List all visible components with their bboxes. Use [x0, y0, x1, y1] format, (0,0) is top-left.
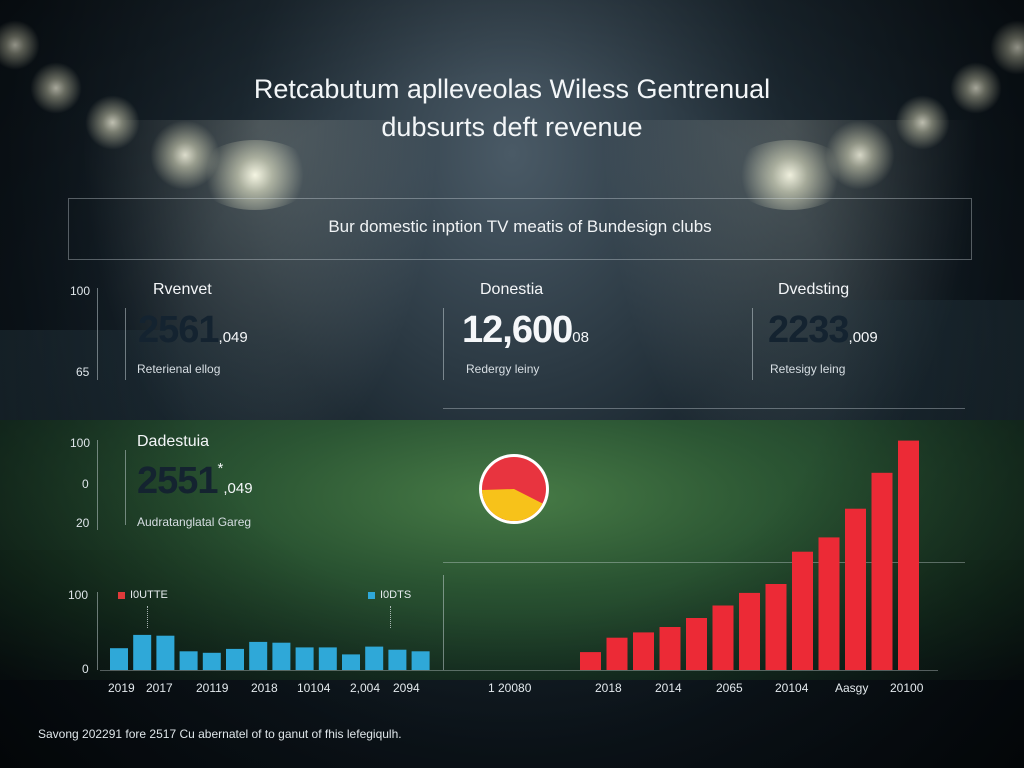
- mid-label: Dadestuia: [137, 433, 210, 450]
- bar-y-tick-bottom: 0: [82, 662, 89, 676]
- kpi-separator: [443, 408, 965, 409]
- kpi-divider-2: [443, 308, 444, 380]
- blue-x-label-6: 2094: [393, 681, 420, 695]
- mid-value: 2551* ,049: [137, 460, 253, 503]
- kpi-axis-top: 100: [70, 284, 91, 298]
- blue-bar-8: [295, 647, 314, 670]
- kpi-value-revenue: 2561,049: [138, 309, 248, 352]
- blue-x-label-3: 2018: [251, 681, 278, 695]
- mid-axis-line: [97, 440, 98, 530]
- kpi-value-revenue-suffix: ,049: [218, 329, 248, 346]
- legend-label-blue: I0DTS: [380, 589, 412, 601]
- blue-x-label-1: 2017: [146, 681, 173, 695]
- red-bar-12: [898, 440, 919, 670]
- blue-bar-10: [342, 654, 360, 670]
- kpi-label-domestic: Donestia: [480, 281, 544, 298]
- red-bar-4: [686, 618, 707, 670]
- pie-slice-yellow: [482, 489, 543, 521]
- bar-y-tick-top: 100: [68, 588, 89, 602]
- kpi-value-dvedsting-main: 2233: [768, 309, 850, 351]
- title-line-1: Retcabutum aplleveolas Wiless Gentrenual: [253, 74, 771, 104]
- kpi-label-dvedsting: Dvedsting: [778, 281, 850, 298]
- red-bar-0: [580, 652, 601, 670]
- mid-divider: [125, 450, 126, 525]
- subtitle-box: Bur domestic inption TV meatis of Bundes…: [68, 198, 972, 260]
- blue-bar-9: [318, 647, 337, 670]
- legend-dotted-leader-blue: [390, 606, 391, 628]
- mid-caption: Audratanglatal Gareg: [137, 515, 252, 529]
- mid-value-main: 2551: [137, 460, 219, 502]
- x-axis-baseline: [100, 670, 938, 671]
- subtitle: Bur domestic inption TV meatis of Bundes…: [328, 217, 712, 236]
- blue-bar-3: [179, 651, 198, 670]
- kpi-value-domestic: 12,60008: [462, 309, 589, 352]
- kpi-value-dvedsting: 2233,009: [768, 309, 878, 352]
- legend-item-red: I0UTTE: [118, 589, 168, 601]
- right-chart-axis: [443, 575, 444, 670]
- pie-chart: [479, 454, 549, 524]
- chart-separator: [443, 562, 965, 563]
- kpi-value-dvedsting-suffix: ,009: [848, 329, 878, 346]
- red-bar-8: [792, 551, 813, 670]
- legend-dotted-leader-red: [147, 606, 148, 628]
- red-bar-1: [606, 637, 628, 670]
- blue-bar-4: [202, 652, 221, 670]
- red-bar-11: [871, 472, 893, 670]
- kpi-divider-1: [125, 308, 126, 380]
- blue-bar-11: [365, 646, 384, 670]
- kpi-caption-dvedsting: Retesigy leing: [770, 362, 846, 376]
- red-x-label-2: 2014: [655, 681, 682, 695]
- legend-swatch-blue: [368, 591, 375, 599]
- red-x-label-1: 2018: [595, 681, 622, 695]
- blue-x-label-2: 20119: [196, 681, 229, 695]
- footnote: Savong 202291 fore 2517 Cu abernatel of …: [38, 727, 402, 741]
- blue-bar-13: [411, 651, 430, 670]
- title-line-2: dubsurts deft revenue: [381, 112, 643, 142]
- kpi-value-revenue-main: 2561: [138, 309, 220, 351]
- legend-label-red: I0UTTE: [130, 589, 168, 601]
- page-title: Retcabutum aplleveolas Wiless Gentrenual…: [0, 70, 1024, 146]
- red-bar-2: [633, 632, 654, 670]
- blue-bar-5: [226, 648, 244, 670]
- blue-bar-chart: [110, 634, 430, 670]
- mid-axis-tick-0: 100: [70, 436, 91, 450]
- mid-axis-tick-1: 0: [82, 477, 89, 491]
- kpi-value-domestic-suffix: 08: [572, 329, 589, 346]
- kpi-divider-3: [752, 308, 753, 380]
- blue-bar-6: [249, 641, 268, 670]
- red-bar-6: [739, 592, 760, 670]
- red-bar-7: [765, 584, 787, 670]
- red-x-label-6: 20100: [890, 681, 924, 695]
- blue-x-label-0: 2019: [108, 681, 135, 695]
- kpi-caption-revenue: Reterienal ellog: [137, 362, 221, 376]
- bar-y-axis: [97, 592, 98, 670]
- red-bar-chart: [580, 440, 919, 670]
- blue-bar-2: [156, 635, 175, 670]
- mid-value-mark: *: [217, 460, 224, 477]
- blue-bar-7: [272, 642, 291, 670]
- red-bar-10: [845, 508, 866, 670]
- blue-x-label-4: 10104: [297, 681, 331, 695]
- mid-value-suffix: ,049: [223, 480, 253, 497]
- red-x-label-0: 1 20080: [488, 681, 532, 695]
- kpi-label-revenue: Rvenvet: [153, 281, 212, 298]
- legend-swatch-red: [118, 591, 125, 599]
- blue-bar-1: [133, 634, 152, 670]
- red-bar-5: [712, 605, 734, 670]
- kpi-axis-bottom: 65: [76, 365, 90, 379]
- red-x-label-3: 2065: [716, 681, 743, 695]
- kpi-caption-domestic: Redergy leiny: [466, 362, 540, 376]
- blue-x-label-5: 2,004: [350, 681, 381, 695]
- kpi-value-domestic-main: 12,600: [462, 309, 573, 351]
- legend-item-blue: I0DTS: [368, 589, 411, 601]
- red-x-label-4: 20104: [775, 681, 809, 695]
- kpi-axis-line: [97, 288, 98, 380]
- blue-bar-0: [110, 648, 128, 670]
- blue-bar-12: [388, 649, 407, 670]
- red-bar-3: [659, 627, 681, 670]
- red-bar-9: [818, 537, 840, 670]
- red-x-label-5: Aasgy: [835, 681, 869, 695]
- mid-axis-tick-2: 20: [76, 516, 90, 530]
